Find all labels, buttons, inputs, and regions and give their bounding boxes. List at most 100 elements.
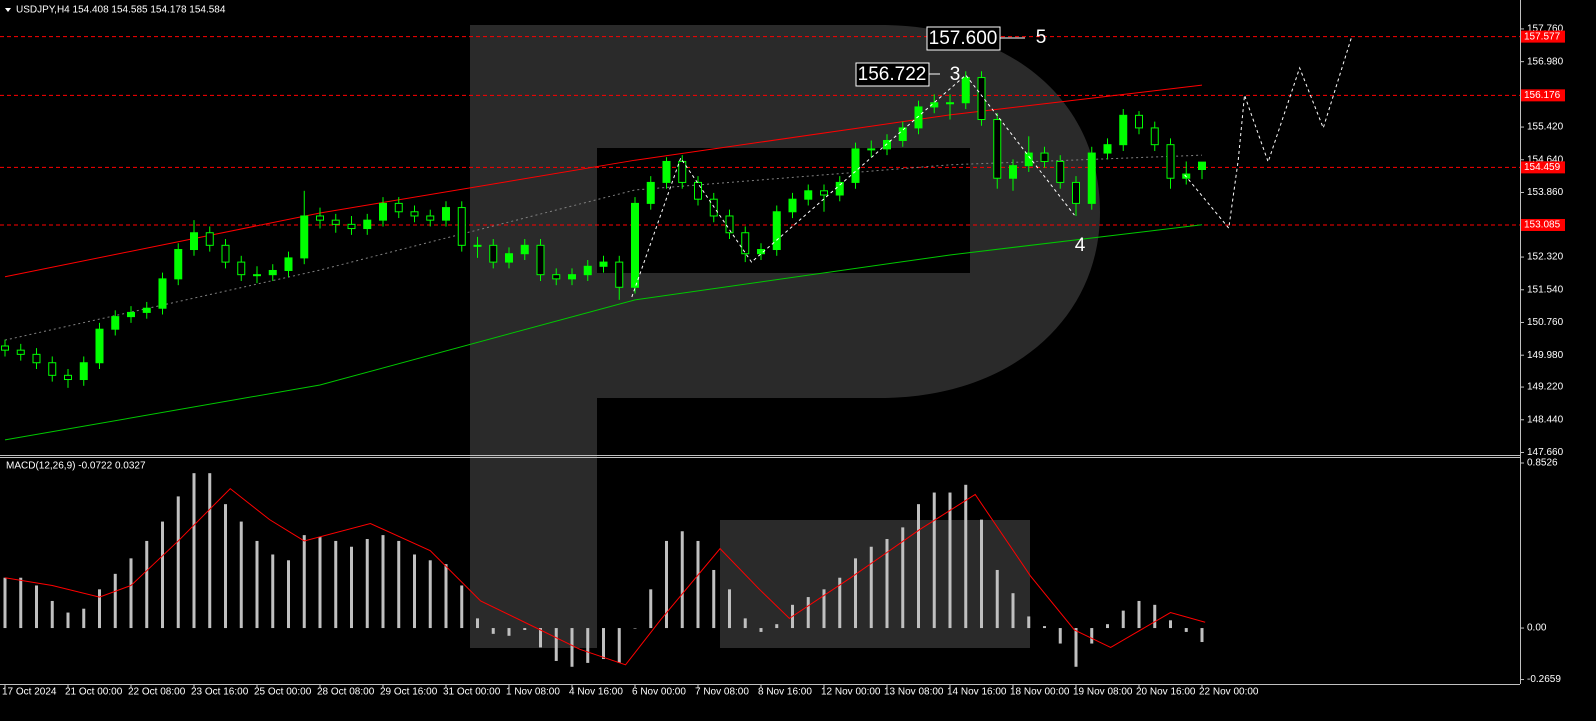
- macd-bar: [66, 612, 70, 629]
- projection-line: [631, 74, 1075, 298]
- candle-body: [95, 328, 104, 364]
- candle-body: [662, 160, 671, 183]
- candle-body: [379, 202, 387, 221]
- candle-body: [158, 278, 167, 309]
- macd-bar: [1090, 628, 1094, 644]
- x-tick-label: 29 Oct 16:00: [380, 687, 438, 698]
- candle-body: [536, 244, 545, 276]
- candle-body: [1040, 152, 1049, 162]
- candle-body: [221, 244, 230, 263]
- macd-bar: [176, 496, 180, 629]
- macd-bar: [995, 569, 999, 629]
- macd-bar: [507, 628, 511, 636]
- wave-label: 3: [950, 64, 961, 85]
- candle-body: [788, 198, 797, 213]
- candle-body: [1135, 114, 1143, 129]
- macd-bar: [743, 618, 747, 629]
- macd-bar: [838, 577, 842, 629]
- macd-bar: [1137, 600, 1141, 629]
- candle-body: [347, 223, 356, 230]
- macd-bar: [759, 628, 763, 632]
- macd-bar: [350, 546, 353, 629]
- macd-bar: [964, 484, 968, 629]
- candle-body: [190, 232, 198, 251]
- macd-bar: [854, 558, 857, 629]
- macd-bar: [617, 628, 621, 663]
- macd-bar: [696, 540, 700, 629]
- candle-body: [977, 77, 986, 121]
- candle-body: [725, 215, 734, 234]
- wave-label: 5: [1036, 27, 1047, 48]
- candle-body: [268, 269, 277, 276]
- candle-body: [851, 148, 860, 183]
- y-tick-label: 149.980: [1527, 350, 1564, 361]
- watermark-block: [720, 520, 1030, 648]
- y-tick-label: 154.640: [1527, 154, 1564, 165]
- candle-body: [300, 215, 309, 259]
- candle-body: [993, 119, 1002, 179]
- macd-bar: [19, 577, 23, 629]
- macd-bar: [917, 504, 920, 629]
- candle-body: [1072, 181, 1080, 204]
- y-tick-label: 156.980: [1527, 56, 1564, 67]
- macd-bar: [365, 538, 369, 629]
- macd-bar: [932, 492, 936, 629]
- candle-body: [426, 215, 435, 221]
- candle-body: [111, 316, 120, 330]
- candle-body: [505, 253, 513, 263]
- macd-bar: [1200, 628, 1204, 643]
- candle-body: [741, 232, 750, 255]
- y-tick-label: 157.760: [1527, 24, 1564, 35]
- plot: [0, 36, 1520, 667]
- chart-title: USDJPY,H4 154.408 154.585 154.178 154.58…: [16, 5, 226, 16]
- candle-body: [1198, 161, 1206, 171]
- x-tick-label: 20 Nov 16:00: [1136, 687, 1196, 698]
- candle-body: [820, 190, 828, 196]
- candle-body: [568, 274, 576, 280]
- macd-bar: [806, 597, 810, 629]
- macd-bar: [539, 628, 542, 648]
- macd-bar: [602, 628, 605, 660]
- macd-bar: [161, 521, 164, 629]
- macd-bar: [728, 589, 731, 629]
- candle-body: [757, 249, 765, 255]
- macd-bar: [712, 569, 716, 629]
- macd-bar: [1058, 628, 1062, 644]
- candle-body: [489, 244, 498, 263]
- candle-body: [930, 102, 939, 108]
- candle-body: [709, 198, 718, 217]
- candle-body: [410, 211, 419, 217]
- candle-body: [1103, 144, 1112, 154]
- macd-bar: [775, 624, 779, 629]
- y-tick-label: 155.420: [1527, 122, 1564, 133]
- candle-body: [284, 257, 293, 271]
- macd-bar: [1169, 620, 1172, 629]
- wave-label: 4: [1075, 235, 1086, 256]
- macd-bar: [287, 560, 290, 629]
- x-tick-label: 22 Oct 08:00: [128, 687, 186, 698]
- candle-body: [1009, 165, 1017, 179]
- level-label: 154.459: [1524, 162, 1561, 173]
- macd-bar: [948, 492, 952, 629]
- candle-body: [457, 207, 466, 246]
- macd-bar: [1043, 626, 1046, 629]
- candle-body: [867, 148, 876, 151]
- candle-body: [331, 219, 340, 225]
- candle-body: [64, 374, 72, 381]
- macd-bar: [35, 585, 38, 629]
- candle-body: [1024, 152, 1033, 167]
- y-tick-label: -0.2659: [1527, 674, 1561, 685]
- candle-body: [961, 77, 970, 104]
- macd-bar: [980, 519, 983, 629]
- y-tick-label: 153.860: [1527, 187, 1564, 198]
- x-tick-label: 17 Oct 2024: [2, 687, 57, 698]
- x-tick-label: 8 Nov 16:00: [758, 687, 812, 698]
- indicator-line: [4, 84, 1203, 278]
- candle-body: [1166, 144, 1175, 179]
- candle-body: [694, 181, 702, 200]
- macd-bar: [255, 540, 259, 629]
- macd-bar: [318, 537, 322, 629]
- x-tick-label: 18 Nov 00:00: [1010, 687, 1070, 698]
- candle-body: [32, 353, 41, 364]
